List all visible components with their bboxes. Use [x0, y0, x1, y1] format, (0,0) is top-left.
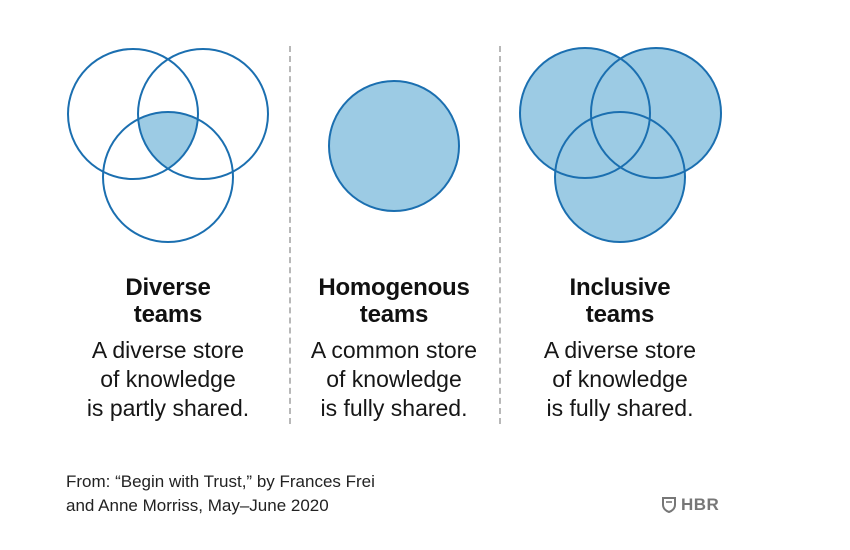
shield-icon — [662, 497, 676, 513]
panel-description-diverse: A diverse store of knowledge is partly s… — [86, 337, 250, 421]
hbr-logo: HBR — [662, 494, 719, 516]
panel-homogenous: Homogenous teams A common store of knowl… — [274, 274, 514, 423]
venn-diverse-circle-bottom — [102, 111, 234, 243]
venn-diverse-circle-left — [67, 48, 199, 180]
venn-inclusive-circle-bottom — [555, 112, 685, 242]
venn-inclusive-outline-right — [590, 47, 722, 179]
panel-description-inclusive: A diverse store of knowledge is fully sh… — [543, 337, 697, 421]
venn-diverse — [67, 48, 269, 243]
venn-inclusive — [519, 47, 722, 243]
venn-diverse-circle-right — [137, 48, 269, 180]
venn-homogenous-circle — [328, 80, 460, 212]
panel-description-homogenous: A common store of knowledge is fully sha… — [310, 337, 478, 421]
venn-inclusive-outline-bottom — [554, 111, 686, 243]
panel-title-diverse: Diverse teams — [125, 274, 211, 328]
logo-text: HBR — [681, 495, 720, 514]
panel-title-homogenous: Homogenous teams — [318, 274, 470, 328]
divider-right — [499, 46, 501, 424]
panel-title-inclusive: Inclusive teams — [569, 274, 671, 328]
venn-diagrams — [67, 47, 722, 243]
panel-inclusive: Inclusive teams A diverse store of knowl… — [500, 274, 740, 423]
panel-diverse: Diverse teams A diverse store of knowled… — [48, 274, 288, 423]
venn-inclusive-outline-left — [519, 47, 651, 179]
source-citation: From: “Begin with Trust,” by Frances Fre… — [66, 472, 375, 515]
venn-homogenous — [328, 80, 460, 212]
divider-left — [289, 46, 291, 424]
